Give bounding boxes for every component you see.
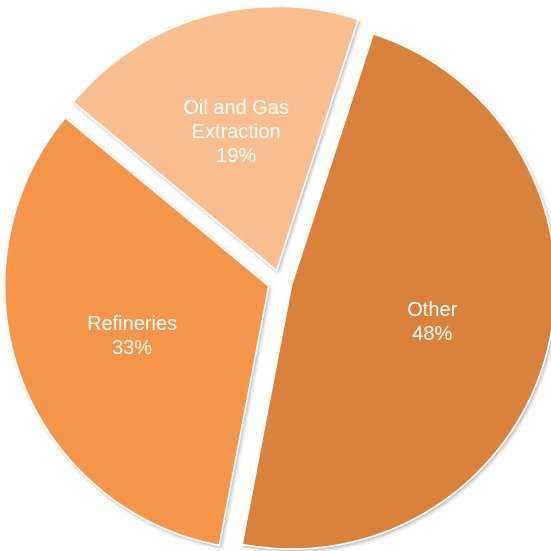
slice-name-other: Other bbox=[407, 299, 457, 321]
slice-label-other: Other 48% bbox=[407, 299, 457, 345]
pie-slice-refineries bbox=[3, 116, 270, 547]
labels-layer: Other 48% Refineries 33% Oil and Gas Extracti… bbox=[87, 97, 458, 359]
slice-name-oil-and-gas-extraction: Extraction bbox=[192, 121, 281, 143]
slices-layer bbox=[3, 5, 551, 550]
slice-percent-refineries: 33% bbox=[112, 337, 152, 359]
slice-percent-oil-and-gas-extraction: 19% bbox=[216, 145, 256, 167]
slice-name-refineries: Refineries bbox=[87, 313, 177, 335]
pie-slice-other bbox=[241, 32, 551, 550]
pie-slice-oil-and-gas-extraction bbox=[72, 5, 360, 272]
slice-percent-other: 48% bbox=[412, 323, 452, 345]
slice-label-refineries: Refineries 33% bbox=[87, 313, 177, 359]
slice-label-oil-and-gas-extraction: Oil and Gas Extraction 19% bbox=[183, 97, 289, 167]
slice-name-oil-and-gas-extraction: Oil and Gas bbox=[183, 97, 289, 119]
